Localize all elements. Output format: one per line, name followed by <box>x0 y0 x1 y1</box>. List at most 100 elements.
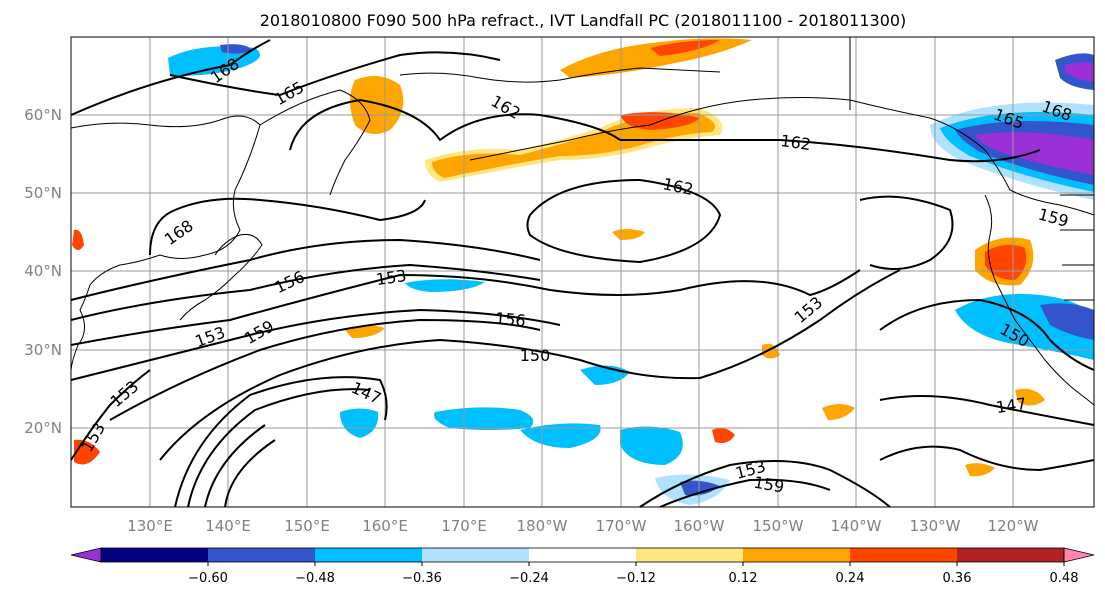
shade-warm-6 <box>1015 388 1045 406</box>
shade-mp-blue-2 <box>434 407 534 430</box>
colorbar-swatch <box>957 548 1065 562</box>
map-title: 2018010800 F090 500 hPa refract., IVT La… <box>260 11 907 30</box>
contour-153-c <box>879 445 1095 472</box>
lon-label: 120°W <box>988 517 1039 535</box>
contour-150-b <box>879 298 1095 371</box>
contour-162-b <box>620 138 1041 163</box>
contour-label: 150 <box>520 346 551 365</box>
shade-warm-3 <box>822 404 855 420</box>
map-panel: 168 165 162 162 162 168 165 168 159 156 … <box>70 36 1095 508</box>
contour-147-a <box>174 376 388 508</box>
shade-mp-blue-8 <box>680 480 720 496</box>
border-na <box>849 37 1094 301</box>
colorbar-swatch <box>850 548 958 562</box>
lat-label: 60°N <box>24 106 62 124</box>
colorbar-tick-label: 0.12 <box>729 571 758 586</box>
contour-147-c <box>204 424 266 508</box>
shade-top-orange <box>560 38 752 78</box>
shade-kam <box>350 76 404 134</box>
contour-147-e <box>879 395 1095 426</box>
coast-na-west <box>984 194 1095 406</box>
shade-warm-7 <box>72 229 84 250</box>
lon-label: 150°E <box>284 517 330 535</box>
lat-label: 40°N <box>24 262 62 280</box>
lat-label: 20°N <box>24 419 62 437</box>
shade-wc-medblue <box>1040 303 1094 340</box>
colorbar-swatch <box>743 548 851 562</box>
coast-kamchatka <box>259 89 371 196</box>
shade-mp-blue-3 <box>520 423 601 448</box>
colorbar-swatch <box>422 548 530 562</box>
coast-bering <box>399 67 721 83</box>
contour-150-a <box>159 269 901 461</box>
colorbar-swatch <box>101 548 209 562</box>
contour-east-loop <box>859 195 954 270</box>
latitude-labels: 60°N 50°N 40°N 30°N 20°N <box>24 106 62 437</box>
contour-label: 153 <box>375 266 408 289</box>
shade-mp-blue-5 <box>620 426 683 465</box>
colorbar-tick-label: 0.24 <box>836 571 865 586</box>
contour-153-b <box>639 460 891 508</box>
lon-label: 170°E <box>441 517 487 535</box>
colorbar-swatch <box>529 548 637 562</box>
shade-mp-blue-6 <box>340 408 379 438</box>
colorbar-tick-label: −0.36 <box>402 571 442 586</box>
colorbar-swatch <box>208 548 316 562</box>
contour-165 <box>169 51 501 97</box>
lon-label: 160°E <box>362 517 408 535</box>
coast-asia <box>70 115 261 371</box>
longitude-labels: 130°E 140°E 150°E 160°E 170°E 180°W 170°… <box>127 517 1038 535</box>
contour-162-c <box>526 178 722 264</box>
contour-156-a <box>70 263 541 321</box>
contour-159-a <box>70 238 541 301</box>
shade-tl-blue <box>168 46 260 76</box>
map-frame <box>70 36 1095 508</box>
contours <box>70 39 1095 508</box>
lon-label: 170°W <box>596 517 647 535</box>
colorbar-tick-label: −0.48 <box>295 571 335 586</box>
shade-warm-5 <box>965 463 995 477</box>
contour-label: 162 <box>779 131 812 154</box>
colorbar-swatch <box>315 548 423 562</box>
coast-alaska <box>649 97 1095 216</box>
contour-159-c <box>659 478 831 508</box>
colorbar-tick-label: 0.48 <box>1050 571 1079 586</box>
shade-ne-top-purple <box>1065 62 1094 82</box>
contour-153-a <box>70 269 861 346</box>
contour-156-b <box>109 318 541 421</box>
lon-label: 130°W <box>910 517 961 535</box>
shade-warm-4 <box>712 427 735 444</box>
lon-label: 130°E <box>127 517 173 535</box>
contour-153-left <box>70 369 151 461</box>
lat-label: 50°N <box>24 184 62 202</box>
colorbar-tick-label: −0.24 <box>509 571 549 586</box>
contour-label: 156 <box>494 309 526 331</box>
colorbar-tick-label: −0.60 <box>188 571 228 586</box>
colorbar-extend-high <box>1063 547 1095 563</box>
shade-ne-purple <box>975 132 1094 175</box>
colorbar-swatch <box>636 548 744 562</box>
lon-label: 140°W <box>831 517 882 535</box>
shade-warm-1 <box>612 229 645 240</box>
contour-159-b <box>70 308 561 381</box>
contour-147-d <box>224 439 276 508</box>
lat-label: 30°N <box>24 341 62 359</box>
shade-warm-2 <box>345 325 385 338</box>
contour-168-a <box>70 39 271 116</box>
colorbar-tick-label: 0.36 <box>943 571 972 586</box>
colorbar: −0.60 −0.48 −0.36 −0.24 −0.12 0.12 0.24 0.36 0.4… <box>70 547 1095 586</box>
lon-label: 180°W <box>517 517 568 535</box>
coastlines <box>70 37 1095 406</box>
contour-168-b <box>149 197 426 256</box>
contour-label: 147 <box>995 394 1028 417</box>
contour-147-b <box>187 388 371 508</box>
lon-label: 150°W <box>753 517 804 535</box>
colorbar-tick-label: −0.12 <box>616 571 656 586</box>
coast-aleutians <box>469 124 651 161</box>
shading-layer <box>72 38 1094 505</box>
lon-label: 140°E <box>205 517 251 535</box>
shade-mp-blue-1 <box>405 279 485 292</box>
colorbar-frame <box>100 547 1065 563</box>
shade-top-red <box>650 40 720 56</box>
colorbar-extend-low <box>70 547 102 563</box>
